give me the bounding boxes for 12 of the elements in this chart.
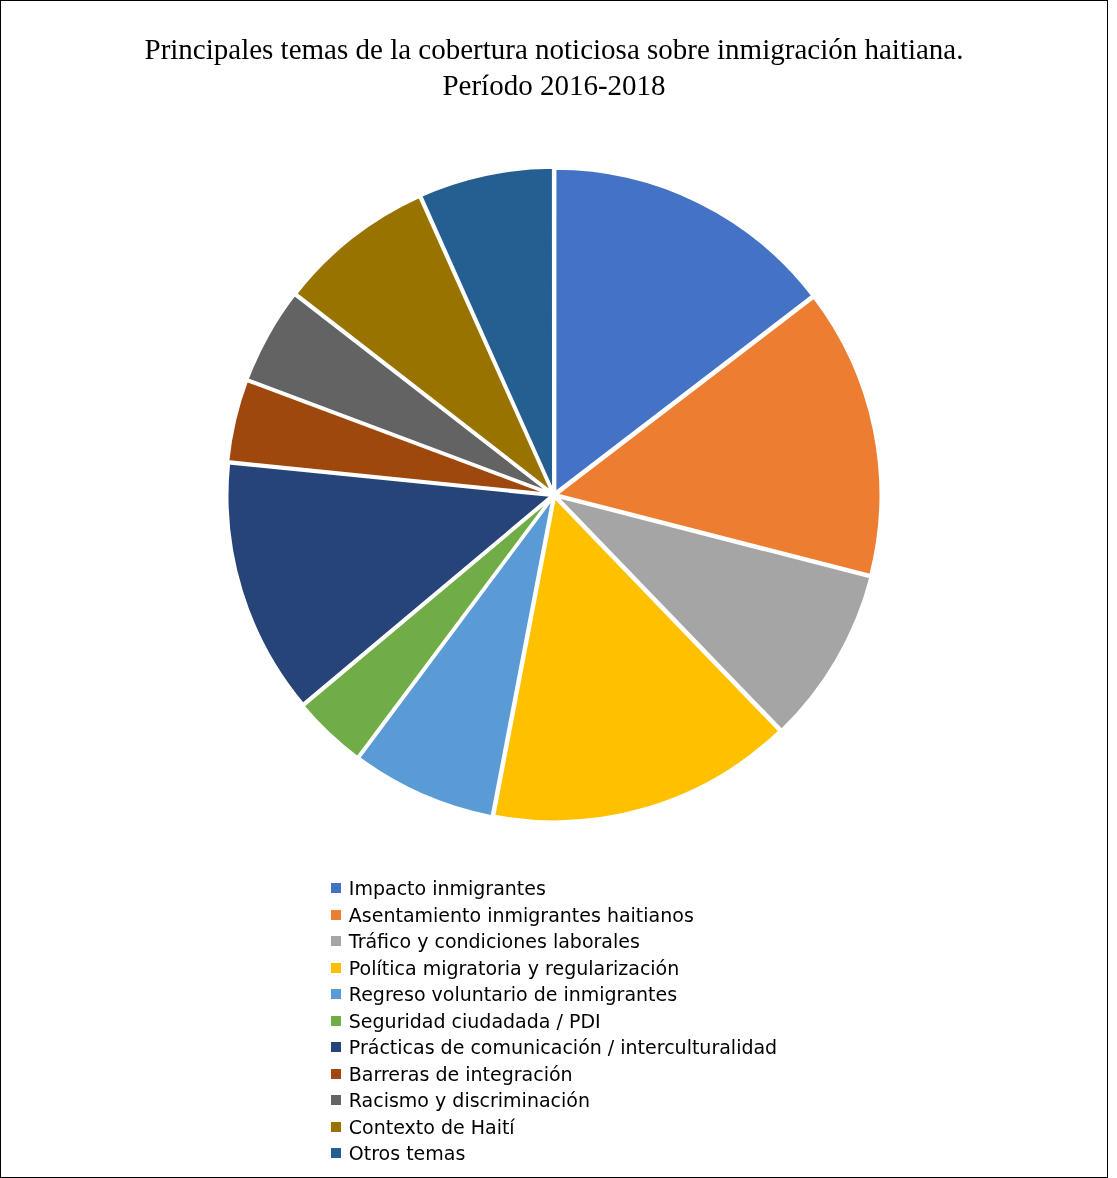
legend-label: Barreras de integración [348,1061,573,1087]
legend-label: Tráfico y condiciones laborales [348,929,640,954]
legend-label: Prácticas de comunicación / interculturalidad [348,1035,778,1060]
legend-label: Política migratoria y regularización [348,955,680,981]
legend-label: Regreso voluntario de inmigrantes [348,982,678,1007]
legend-label: Racismo y discriminación [348,1088,590,1113]
legend-label: Asentamiento inmigrantes haitianos [348,902,694,928]
legend-label: Seguridad ciudadada / PDI [348,1008,601,1034]
legend-label: Impacto inmigrantes [348,876,546,901]
chart-title: Principales temas de la cobertura noticiosa sobre inmigración haitiana. Período 2016-2018 [143,32,965,103]
legend-label: Otros temas [348,1141,466,1166]
legend-label: Contexto de Haití [348,1114,515,1140]
